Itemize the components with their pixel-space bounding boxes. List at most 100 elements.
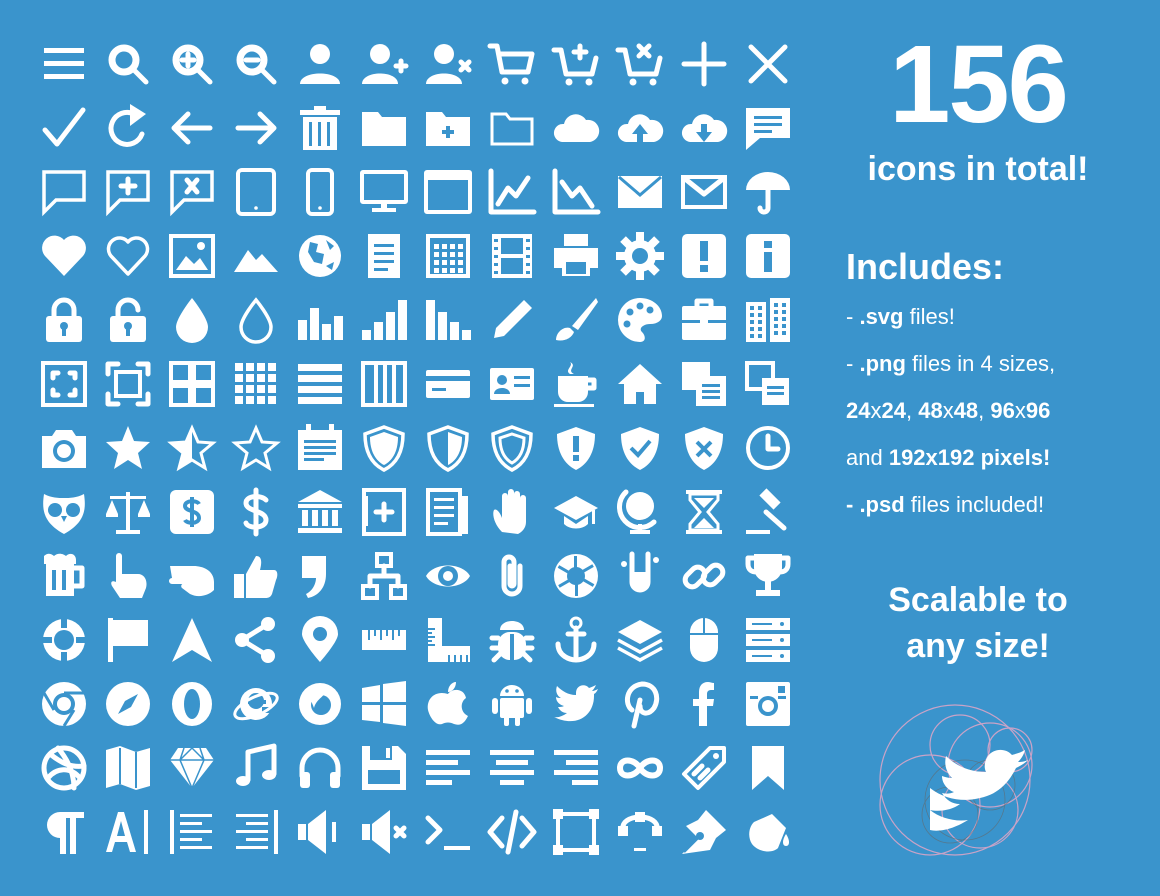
coffee-icon <box>554 362 597 407</box>
save-icon <box>362 746 406 790</box>
eye-icon <box>426 565 470 587</box>
unlock-icon <box>110 297 146 342</box>
compass-icon <box>106 682 150 726</box>
infinity-icon <box>616 757 664 779</box>
star-half-icon <box>167 424 217 472</box>
quote-icon <box>302 556 326 598</box>
indent-right-icon <box>236 810 278 854</box>
folder-icon <box>362 112 406 146</box>
check-icon <box>42 107 86 147</box>
tablet-icon <box>236 168 276 216</box>
info-icon <box>746 234 790 278</box>
share-icon <box>235 617 275 663</box>
diamond-icon <box>170 746 214 790</box>
set-square-icon <box>428 618 470 662</box>
includes-svg-line: - .svg files! <box>846 304 955 329</box>
link-icon <box>682 562 726 590</box>
pen-nib-icon <box>682 810 726 854</box>
headphones-icon <box>299 747 341 788</box>
hand-point-left-icon <box>169 566 214 597</box>
paint-bucket-icon <box>749 814 789 852</box>
alert-icon <box>682 234 726 278</box>
mail-icon <box>618 175 662 208</box>
cloud-upload-icon <box>617 114 664 142</box>
scales-icon <box>106 492 150 534</box>
columns-icon <box>361 361 407 407</box>
map-pin-icon <box>302 616 338 662</box>
map-icon <box>106 746 150 790</box>
hand-icon <box>493 489 526 534</box>
newspaper-icon <box>426 488 468 536</box>
pencil-icon <box>494 300 532 338</box>
drop-icon <box>176 298 208 343</box>
bar-chart-icon <box>298 308 343 340</box>
includes-psd-line: - .psd files included! <box>846 492 1045 517</box>
star-icon <box>106 426 150 469</box>
fullscreen-exit-icon <box>105 361 151 407</box>
calendar-icon <box>298 424 342 470</box>
cart-remove-icon <box>615 43 663 86</box>
clock-icon <box>746 426 790 470</box>
bird-shape <box>930 749 1028 831</box>
bezier-icon <box>618 812 662 851</box>
windows-icon <box>362 681 406 726</box>
sitemap-icon <box>361 552 407 600</box>
printer-icon <box>554 234 598 276</box>
phone-icon <box>306 168 334 216</box>
ruler-icon <box>362 630 406 650</box>
dollar-icon <box>243 487 269 537</box>
mail-outline-icon <box>681 175 727 209</box>
bug-icon <box>489 621 535 663</box>
mute-icon <box>362 810 407 854</box>
hand-point-icon <box>111 553 147 598</box>
menu-icon <box>44 48 84 79</box>
layers-icon <box>617 620 663 662</box>
shield-icon <box>363 425 405 472</box>
aperture-icon <box>554 554 598 598</box>
home-icon <box>618 364 662 404</box>
umbrella-icon <box>746 172 790 215</box>
shield-alert-icon <box>557 427 595 470</box>
copy-outline-icon <box>745 361 789 405</box>
paragraph-icon <box>47 812 84 854</box>
mouse-icon <box>690 618 718 662</box>
indent-left-icon <box>170 810 212 854</box>
twitter-bird-construction-illustration <box>879 704 1033 856</box>
globe-stand-icon <box>617 489 657 534</box>
twitter-icon <box>554 685 598 722</box>
lifebuoy-icon <box>40 616 88 664</box>
cart-icon <box>487 43 535 85</box>
includes-png-line: - .png files in 4 sizes, <box>846 351 1056 376</box>
zoom-in-icon <box>172 44 213 85</box>
plus-icon <box>681 41 727 87</box>
browser-window-icon <box>424 170 472 214</box>
calendar-grid-icon <box>426 234 470 278</box>
briefcase-icon <box>682 298 726 340</box>
list-icon <box>298 364 342 404</box>
flag-icon <box>108 618 148 662</box>
chat-icon <box>746 108 790 150</box>
user-icon <box>300 44 340 84</box>
facebook-icon <box>693 682 714 726</box>
chrome-icon <box>42 682 86 727</box>
bookmark-icon <box>752 746 784 790</box>
cloud-download-icon <box>681 114 728 142</box>
includes-192-line: and 192x192 pixels! <box>846 445 1051 470</box>
heart-outline-icon <box>106 236 150 276</box>
arrow-left-icon <box>171 111 213 145</box>
lock-icon <box>46 297 82 342</box>
scalable-tagline: Scalable to any size! <box>828 578 1128 670</box>
line-chart-up-icon <box>488 168 537 215</box>
includes-heading: Includes: <box>846 246 1005 287</box>
globe-icon <box>299 235 341 277</box>
dribbble-icon <box>41 745 87 791</box>
text-cursor-icon <box>106 810 148 854</box>
align-left-icon <box>426 750 470 785</box>
anchor-icon <box>555 616 597 663</box>
copy-icon <box>682 362 726 406</box>
user-remove-icon <box>426 44 472 84</box>
monitor-icon <box>360 170 408 212</box>
shield-outline-icon <box>491 425 533 472</box>
dollar-box-icon <box>170 490 214 534</box>
includes-sizes-line: 24x24, 48x48, 96x96 <box>846 398 1051 423</box>
